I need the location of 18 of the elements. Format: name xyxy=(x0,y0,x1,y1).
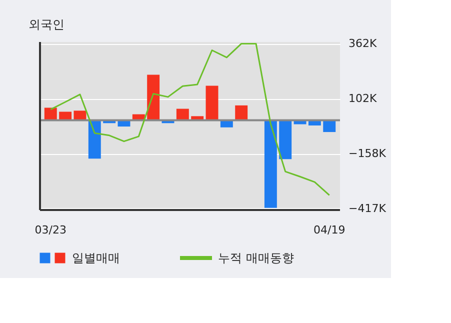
bar xyxy=(220,120,233,128)
y-tick-label: 102K xyxy=(348,92,378,106)
bar xyxy=(264,120,277,208)
bar xyxy=(147,74,160,120)
line-series xyxy=(50,42,330,196)
bar xyxy=(235,105,248,120)
bar xyxy=(279,120,292,160)
chart-title: 외국인 xyxy=(28,18,64,32)
y-tick-label: 362K xyxy=(348,37,378,50)
x-tick-label: 03/23 xyxy=(34,224,66,236)
x-tick-label: 04/19 xyxy=(314,224,346,236)
bar xyxy=(206,86,218,120)
y-tick-label: −158K xyxy=(348,147,387,160)
legend-label: 일별매매 xyxy=(72,251,120,265)
bar xyxy=(88,120,101,159)
y-tick-label: −417K xyxy=(348,202,387,215)
legend-label: 누적 매매동향 xyxy=(218,251,294,265)
bar xyxy=(323,120,336,132)
